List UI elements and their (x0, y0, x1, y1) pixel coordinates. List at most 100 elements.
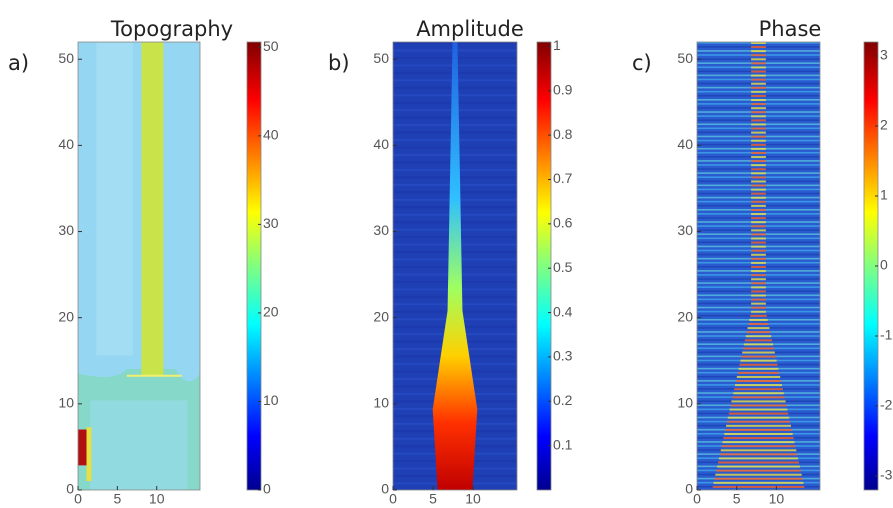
colorbar-tick-label: 10 (263, 392, 279, 408)
map-band (751, 253, 766, 256)
y-tick-label: 50 (677, 50, 693, 66)
map-band (751, 78, 766, 81)
map-band (751, 131, 766, 134)
map-band (748, 323, 769, 326)
map-band (712, 485, 805, 488)
panel-label: a) (8, 51, 29, 75)
map-band (749, 318, 768, 321)
colorbar-tick-label: 0.2 (553, 392, 573, 408)
map-band (731, 400, 786, 403)
x-tick-label: 5 (733, 491, 741, 507)
map-band (751, 290, 766, 293)
colorbar-tick-label: 0.3 (553, 348, 573, 364)
map-band (751, 66, 766, 69)
map-band (751, 90, 766, 93)
colorbar-tick-label: 50 (263, 38, 279, 54)
map-band (751, 151, 766, 154)
map-band (751, 164, 766, 167)
map-band (751, 200, 766, 203)
x-tick-label: 0 (74, 491, 82, 507)
map-band (751, 70, 766, 73)
map-band (729, 408, 788, 411)
colorbar-tick-label: 1 (880, 187, 888, 203)
map-band (738, 367, 779, 370)
colorbar-tick-label: 1 (553, 37, 561, 53)
map-band (751, 180, 766, 183)
map-band (751, 86, 766, 89)
map-band (751, 233, 766, 236)
map-band (751, 270, 766, 273)
y-tick-label: 50 (373, 50, 389, 66)
map-band (751, 257, 766, 260)
panel-label: c) (632, 51, 652, 75)
map-band (714, 477, 803, 480)
y-tick-label: 10 (677, 395, 693, 411)
map-band (734, 388, 783, 391)
map-band (751, 192, 766, 195)
map-band (751, 221, 766, 224)
map-band (750, 314, 767, 317)
map-band (751, 147, 766, 150)
plot-frame (696, 41, 821, 491)
map-band (751, 50, 766, 53)
map-band (751, 119, 766, 122)
panel-title: Phase (759, 17, 822, 41)
map-band (751, 172, 766, 175)
map-band (751, 99, 766, 102)
map-band (717, 465, 800, 468)
map-cone (432, 42, 478, 490)
map-band (726, 420, 791, 423)
y-tick-label: 40 (58, 136, 74, 152)
y-tick-label: 0 (381, 481, 389, 497)
x-tick-label: 10 (465, 491, 481, 507)
map-band (743, 347, 774, 350)
y-tick-label: 20 (373, 308, 389, 324)
x-tick-label: 5 (429, 491, 437, 507)
y-tick-label: 30 (373, 222, 389, 238)
map-band (751, 241, 766, 244)
map-band (751, 74, 766, 77)
colorbar-tick-label: 0.1 (553, 436, 573, 452)
panel-title: Amplitude (416, 17, 524, 41)
map-band (751, 156, 766, 159)
map-band (751, 208, 766, 211)
map-band (751, 229, 766, 232)
map-ridge (141, 42, 164, 376)
map-spot-edge (86, 427, 92, 482)
map-band (751, 286, 766, 289)
colorbar-tick-label: 3 (880, 47, 888, 63)
map-band (751, 302, 766, 305)
map-band (751, 94, 766, 97)
map-shade (96, 42, 133, 356)
map-band (751, 127, 766, 130)
y-tick-label: 50 (58, 50, 74, 66)
map-band (751, 176, 766, 179)
map-band (713, 481, 804, 484)
y-tick-label: 10 (373, 395, 389, 411)
map-band (751, 217, 766, 220)
y-tick-label: 40 (373, 136, 389, 152)
map-band (727, 416, 790, 419)
plot-frame (77, 41, 201, 491)
map-band (740, 359, 777, 362)
map-band (735, 380, 782, 383)
map-band (730, 404, 787, 407)
y-tick-label: 0 (685, 481, 693, 497)
map-band (723, 437, 794, 440)
map-base-core (90, 400, 188, 490)
colorbar-tick-label: 40 (263, 127, 279, 143)
colorbar-tick-label: 0.4 (553, 303, 573, 319)
map-band (751, 294, 766, 297)
colorbar-tick-label: 0 (263, 481, 271, 497)
map-band (751, 139, 766, 142)
map-band (751, 42, 766, 44)
x-tick-label: 10 (769, 491, 785, 507)
y-tick-label: 30 (677, 222, 693, 238)
map-band (715, 473, 802, 476)
colorbar (536, 41, 552, 491)
map-band (733, 392, 784, 395)
map-band (751, 188, 766, 191)
map-band (751, 298, 766, 301)
map-band (751, 123, 766, 126)
map-band (735, 384, 782, 387)
